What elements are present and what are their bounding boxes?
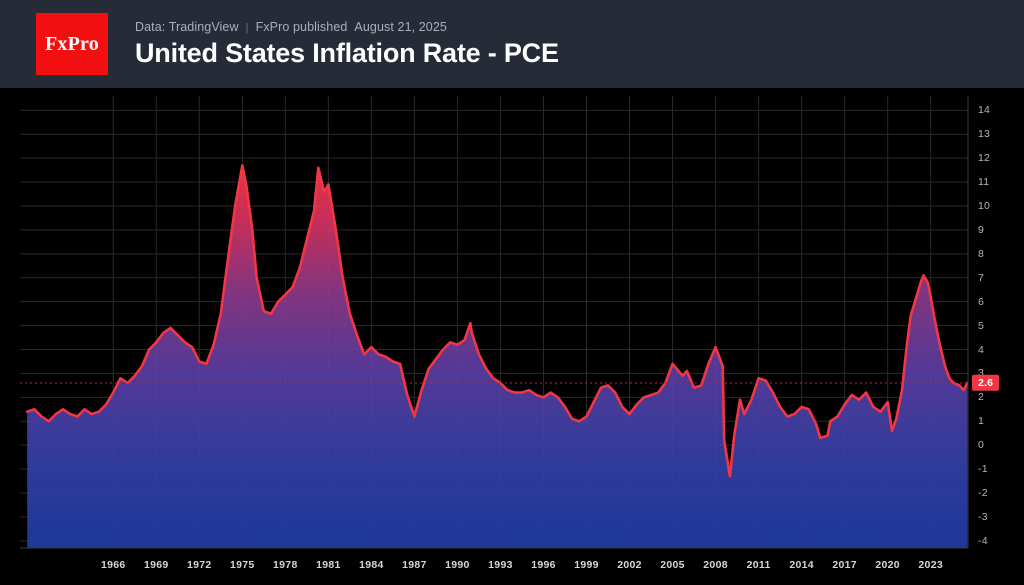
inflation-area-chart (20, 96, 969, 549)
current-price-badge[interactable]: 2.6 (972, 374, 1000, 392)
fxpro-logo-text: FxPro (45, 32, 99, 55)
inflation-line (25, 164, 968, 478)
x-axis-tick-1981: 1981 (316, 559, 341, 571)
y-axis-tick-10: 10 (978, 200, 991, 212)
y-axis-tick-7: 7 (978, 271, 985, 284)
x-axis-tick-1978: 1978 (273, 559, 298, 571)
y-axis-tick-3: 3 (978, 367, 985, 380)
subtitle-separator: | (245, 21, 249, 34)
x-axis-tick-1975: 1975 (230, 559, 255, 571)
y-axis-tick-8: 8 (978, 247, 985, 260)
fxpro-logo: FxPro (36, 13, 108, 75)
x-axis-tick-1996: 1996 (531, 559, 556, 571)
y-axis-tick-neg2: -2 (978, 486, 988, 499)
x-axis-tick-2017: 2017 (832, 559, 857, 571)
y-axis-tick-1: 1 (978, 415, 985, 428)
y-axis-tick-14: 14 (978, 104, 991, 117)
area-fill (27, 165, 968, 548)
y-axis-tick-11: 11 (978, 176, 990, 189)
x-axis-tick-2014: 2014 (789, 559, 814, 571)
chart-plot-area: 14 13 12 11 10 9 8 7 6 5 4 3 2 1 0 -1 -2 -3 -4 1966 1969 197… (0, 88, 1024, 585)
chart-header: FxPro Data: TradingView | FxPro publishe… (0, 0, 1024, 88)
y-axis-tick-neg1: -1 (978, 463, 988, 476)
y-axis-tick-0: 0 (978, 439, 985, 452)
x-axis-tick-2020: 2020 (875, 559, 900, 571)
x-axis-tick-1990: 1990 (445, 559, 470, 571)
x-axis-tick-2023: 2023 (918, 559, 943, 571)
page-title: United States Inflation Rate - PCE (135, 37, 559, 68)
y-axis-tick-6: 6 (978, 295, 985, 308)
data-source-label: Data: TradingView (135, 19, 239, 34)
y-axis-tick-neg3: -3 (978, 510, 988, 523)
x-axis-tick-1993: 1993 (488, 559, 513, 571)
x-axis-tick-1984: 1984 (359, 559, 384, 571)
y-axis-tick-12: 12 (978, 152, 991, 165)
x-axis-tick-1969: 1969 (143, 559, 169, 571)
chart-subtitle: Data: TradingView | FxPro published Augu… (135, 20, 559, 34)
x-axis-tick-2008: 2008 (703, 559, 728, 571)
x-axis-tick-2002: 2002 (617, 559, 642, 571)
x-axis-tick-1999: 1999 (574, 559, 599, 571)
y-axis-tick-2: 2 (978, 391, 985, 404)
y-axis-tick-5: 5 (978, 319, 985, 332)
x-axis-tick-1972: 1972 (186, 559, 212, 571)
published-date-label: August 21, 2025 (354, 19, 447, 34)
x-axis-tick-2011: 2011 (746, 559, 771, 571)
y-axis-tick-neg4: -4 (978, 534, 988, 547)
header-text-block: Data: TradingView | FxPro published Augu… (135, 20, 559, 68)
y-axis-tick-13: 13 (978, 128, 991, 141)
publisher-label: FxPro published (255, 19, 348, 34)
y-axis-tick-9: 9 (978, 223, 985, 236)
y-axis-tick-4: 4 (978, 343, 985, 356)
x-axis-tick-2005: 2005 (660, 559, 685, 571)
x-axis-tick-1966: 1966 (100, 559, 126, 571)
x-axis-tick-1987: 1987 (402, 559, 427, 571)
